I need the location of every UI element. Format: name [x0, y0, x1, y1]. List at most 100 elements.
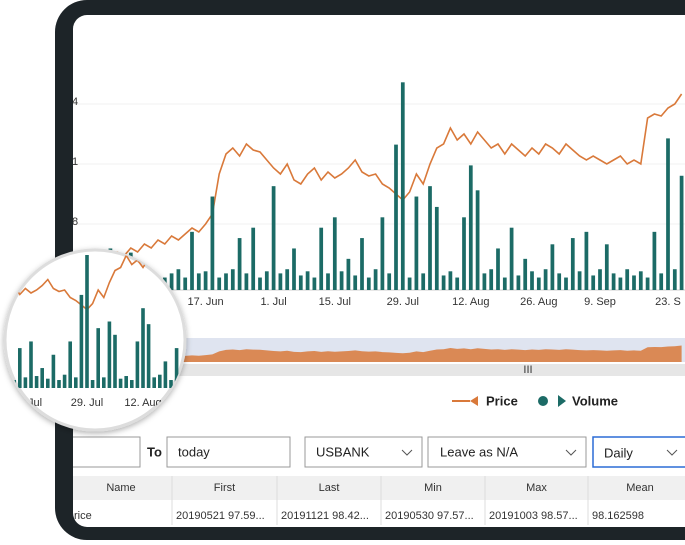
volume-bar	[158, 374, 162, 388]
volume-bar	[543, 269, 548, 290]
volume-bar	[468, 165, 473, 290]
magnifier: Jul 29. Jul 12. Aug	[3, 248, 187, 432]
source-value: USBANK	[316, 444, 370, 459]
from-input[interactable]	[62, 436, 141, 468]
volume-bar	[387, 273, 392, 290]
volume-bar	[577, 271, 582, 290]
volume-bar	[141, 308, 145, 388]
chevron	[401, 449, 413, 456]
legend-icon	[470, 396, 478, 406]
volume-bar	[190, 231, 194, 290]
table-header	[73, 476, 685, 500]
x-tick-label: 1. Jul	[260, 296, 286, 308]
price-line	[5, 250, 185, 359]
chevron	[565, 449, 577, 456]
to-input[interactable]	[166, 436, 291, 468]
x-tick-label: 23. S	[655, 296, 681, 308]
volume-bar	[285, 269, 290, 290]
volume-bar	[373, 269, 378, 290]
x-tick-label: 9. Sep	[584, 296, 616, 308]
volume-bar	[258, 277, 262, 290]
table-cell: 20190530 97.57...	[385, 510, 474, 522]
volume-bar	[152, 377, 156, 388]
legend-icon	[558, 395, 566, 407]
table-cell: 20191003 98.57...	[489, 510, 578, 522]
navigator-area	[76, 345, 682, 362]
column-header: Last	[319, 482, 340, 494]
volume-bar	[135, 341, 140, 388]
volume-bar	[421, 273, 426, 290]
frequency-value: Daily	[604, 445, 633, 460]
volume-bar	[6, 376, 11, 388]
volume-bar	[124, 376, 128, 388]
volume-bar	[312, 277, 317, 290]
volume-bar	[672, 269, 677, 290]
legend-label[interactable]: Volume	[572, 393, 618, 408]
volume-bar	[434, 206, 439, 290]
volume-bar	[332, 217, 337, 290]
volume-bar	[102, 377, 106, 388]
volume-bar	[107, 321, 112, 388]
volume-bar	[176, 269, 181, 290]
volume-bar	[210, 196, 215, 290]
source-select[interactable]	[304, 436, 423, 468]
volume-bar	[475, 190, 480, 290]
volume-bar	[40, 368, 44, 388]
volume-bar	[305, 271, 310, 290]
volume-bar	[298, 275, 303, 290]
volume-bar	[598, 269, 602, 290]
column-header: First	[214, 482, 235, 494]
volume-bar	[570, 238, 575, 290]
volume-bar	[666, 138, 670, 290]
volume-bar	[51, 354, 56, 388]
volume-bar	[496, 248, 500, 290]
volume-bar	[339, 271, 344, 290]
y-tick-label: 8	[72, 216, 78, 228]
x-tick-label: 29. Jul	[71, 397, 103, 409]
volume-bar	[584, 231, 589, 290]
volume-bar	[79, 294, 84, 388]
x-tick-label: 29. Jul	[387, 296, 419, 308]
volume-bar	[237, 238, 242, 290]
volume-bar	[611, 273, 616, 290]
x-tick-label: 26. Aug	[520, 296, 557, 308]
volume-bar	[118, 378, 123, 388]
table-cell: 20191121 98.42...	[281, 510, 369, 522]
column-header: Min	[424, 482, 442, 494]
volume-bar	[292, 248, 296, 290]
volume-bar	[604, 244, 609, 290]
volume-bar	[146, 324, 151, 388]
volume-bar	[564, 277, 568, 290]
table-cell: 98.162598	[592, 510, 644, 522]
volume-bar	[638, 271, 643, 290]
volume-bar	[509, 227, 514, 290]
scrollbar-grip[interactable]: III	[523, 364, 532, 376]
volume-bar	[618, 277, 623, 290]
legend-label[interactable]: Price	[486, 393, 518, 408]
volume-bar	[326, 273, 330, 290]
y-tick-label: 4	[72, 96, 78, 108]
volume-bar	[183, 277, 188, 290]
volume-bar	[68, 341, 72, 388]
volume-bar	[632, 275, 636, 290]
missing-select[interactable]	[427, 436, 587, 468]
volume-bar	[62, 374, 67, 388]
volume-bar	[502, 277, 507, 290]
table: Name First Last Min Max Mean rice 20190521 97.5…	[74, 476, 654, 525]
volume-bar	[366, 277, 371, 290]
volume-bar	[319, 227, 324, 290]
table-cell: rice	[74, 510, 92, 522]
volume-bar	[23, 377, 28, 388]
volume-bar	[169, 273, 174, 290]
volume-bar	[96, 328, 100, 388]
scrollbar	[73, 364, 685, 376]
volume-bar	[462, 217, 466, 290]
volume-bar	[264, 271, 269, 290]
x-tick-label: 15. Jul	[319, 296, 351, 308]
x-tick-label: 12. Aug	[452, 296, 489, 308]
volume-bar	[196, 273, 201, 290]
volume-bar	[163, 361, 168, 388]
volume-bar	[679, 175, 684, 290]
volume-bar	[224, 273, 228, 290]
